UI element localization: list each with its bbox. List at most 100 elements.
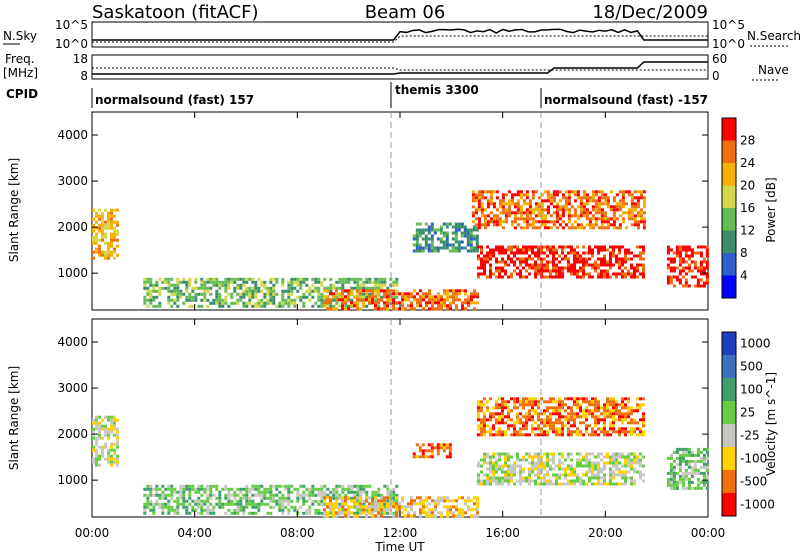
scatter-cell [221,505,225,509]
scatter-cell [501,266,504,270]
scatter-cell [510,211,514,215]
scatter-cell [347,307,350,311]
scatter-cell [437,295,440,299]
scatter-cell [675,278,679,282]
scatter-cell [263,286,267,290]
scatter-cell [624,430,627,434]
scatter-cell [486,467,489,471]
scatter-cell [486,452,489,456]
scatter-cell [534,272,537,276]
scatter-cell [495,458,498,462]
scatter-cell [290,286,294,290]
scatter-cell [543,479,546,483]
scatter-cell [540,455,543,459]
scatter-cell [642,223,646,227]
scatter-cell [173,508,177,512]
scatter-cell [525,433,528,437]
scatter-cell [472,237,476,241]
scatter-cell [116,430,119,434]
scatter-cell [609,473,612,477]
scatter-cell [561,421,564,425]
scatter-cell [639,272,642,276]
scatter-cell [675,456,679,460]
scatter-cell [374,298,378,302]
scatter-cell [356,493,360,497]
scatter-cell [492,455,495,459]
colorbar-tick-label: -500 [740,475,767,489]
scatter-cell [591,473,594,477]
scatter-cell [287,502,291,506]
scatter-cell [419,508,422,512]
scatter-cell [233,496,237,500]
scatter-cell [152,295,156,299]
scatter-cell [600,430,603,434]
scatter-cell [540,214,544,218]
scatter-cell [371,298,374,302]
scatter-cell [591,403,594,407]
scatter-cell [473,301,476,305]
scatter-cell [573,473,576,477]
scatter-cell [236,487,240,491]
scatter-cell [362,511,365,515]
scatter-cell [585,260,588,264]
scatter-cell [383,307,386,311]
scatter-cell [675,275,679,279]
scatter-cell [501,257,504,261]
scatter-cell [558,421,561,425]
scatter-cell [642,202,646,206]
scatter-cell [371,490,375,494]
scatter-cell [558,254,561,258]
scatter-cell [477,257,480,261]
scatter-cell [218,280,222,284]
scatter-cell [621,217,625,221]
scatter-cell [507,458,510,462]
scatter-cell [215,295,219,299]
scatter-cell [116,439,119,443]
scatter-cell [540,257,543,261]
scatter-cell [401,298,404,302]
scatter-cell [612,199,616,203]
scatter-cell [149,292,153,296]
scatter-cell [558,260,561,264]
scatter-cell [430,246,434,250]
scatter-cell [167,283,171,287]
scatter-cell [476,505,479,509]
scatter-cell [609,467,612,471]
scatter-cell [495,464,498,468]
scatter-cell [92,241,95,245]
scatter-cell [359,295,363,299]
scatter-cell [269,298,273,302]
scatter-cell [579,254,582,258]
scatter-cell [612,424,615,428]
scatter-cell [98,421,101,425]
scatter-cell [446,505,449,509]
nave-line [92,67,708,71]
scatter-cell [621,272,624,276]
scatter-cell [428,298,431,302]
scatter-cell [98,217,101,221]
scatter-cell [615,193,619,197]
scatter-cell [483,220,487,224]
scatter-cell [549,424,552,428]
scatter-cell [359,298,362,302]
scatter-cell [461,514,464,518]
scatter-cell [158,496,162,500]
scatter-cell [582,464,585,468]
scatter-cell [473,295,476,299]
scatter-cell [498,275,501,279]
scatter-cell [630,275,633,279]
scatter-cell [552,193,556,197]
scatter-cell [113,256,116,260]
scatter-cell [314,487,318,491]
scatter-cell [104,241,107,245]
scatter-cell [383,502,387,506]
scatter-cell [591,190,595,194]
scatter-cell [104,235,107,239]
scatter-cell [513,251,516,255]
scatter-cell [182,502,186,506]
scatter-cell [341,283,345,287]
scatter-cell [531,406,534,410]
scatter-cell [582,415,585,419]
scatter-cell [603,482,606,486]
scatter-cell [374,505,377,509]
